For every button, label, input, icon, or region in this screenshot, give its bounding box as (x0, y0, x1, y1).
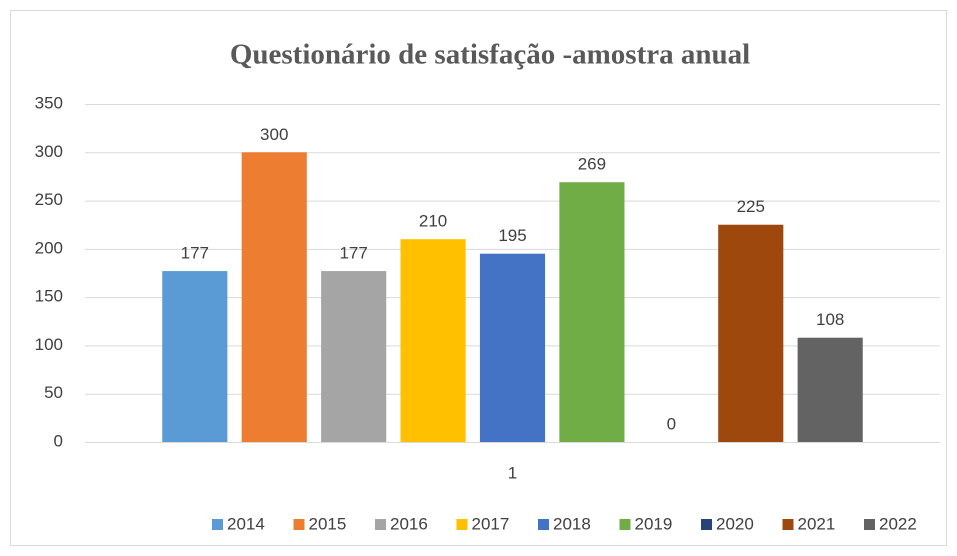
chart-frame (10, 10, 947, 546)
bar (559, 182, 625, 443)
bar (479, 253, 546, 442)
y-tick-label: 50 (44, 383, 63, 402)
y-tick-label: 200 (35, 238, 63, 257)
legend-swatch (375, 519, 386, 530)
legend-swatch (212, 519, 223, 530)
data-label: 177 (339, 244, 367, 263)
legend-swatch (293, 519, 305, 530)
bar (162, 271, 228, 442)
bar (718, 224, 784, 442)
data-label: 0 (667, 414, 676, 433)
y-tick-label: 350 (35, 93, 63, 112)
data-label: 195 (498, 226, 526, 245)
data-label: 269 (578, 155, 606, 174)
legend-label: 2020 (716, 514, 754, 533)
legend-label: 2018 (553, 514, 591, 533)
bar (797, 337, 863, 442)
legend-swatch (782, 519, 794, 530)
legend-label: 2017 (472, 514, 510, 533)
legend-swatch (864, 519, 875, 530)
data-label: 177 (181, 244, 209, 263)
legend-swatch (456, 519, 468, 530)
y-tick-label: 150 (35, 287, 63, 306)
y-tick-label: 250 (35, 190, 63, 209)
legend-swatch (701, 519, 712, 530)
y-tick-label: 0 (54, 431, 63, 450)
legend-label: 2014 (227, 514, 265, 533)
data-label: 225 (737, 197, 765, 216)
legend-label: 2015 (309, 514, 347, 533)
legend-swatch (619, 519, 631, 530)
y-tick-label: 300 (35, 142, 63, 161)
y-tick-label: 100 (35, 335, 63, 354)
chart-title: Questionário de satisfação -amostra anua… (230, 39, 750, 71)
data-label: 300 (260, 125, 288, 144)
bar (321, 271, 387, 442)
bar (400, 239, 466, 442)
x-tick-label: 1 (508, 463, 517, 482)
data-label: 210 (419, 212, 447, 231)
legend-label: 2016 (390, 514, 428, 533)
legend-label: 2021 (798, 514, 836, 533)
bar (241, 152, 307, 443)
legend-label: 2022 (879, 514, 917, 533)
data-label: 108 (816, 310, 844, 329)
legend-label: 2019 (635, 514, 673, 533)
legend-swatch (538, 519, 549, 530)
